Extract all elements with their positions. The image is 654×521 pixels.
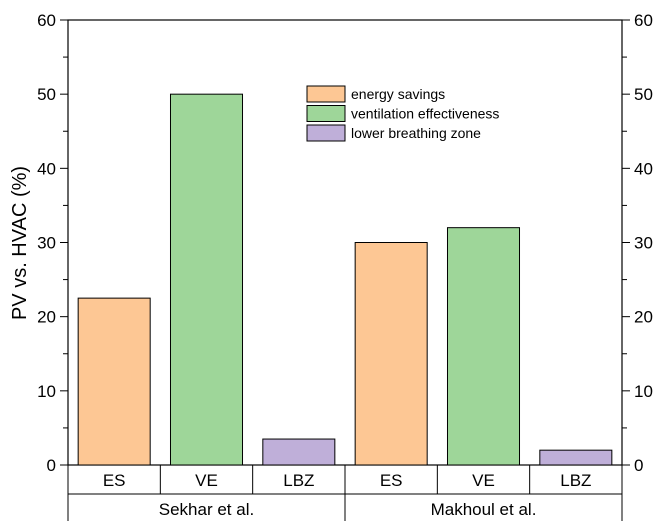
y-tick-label-right: 0 — [634, 456, 643, 475]
y-tick-label: 60 — [37, 11, 56, 30]
category-table: ES VE LBZ ES VE LBZ Sekhar et al. Makhoul et al… — [67, 465, 623, 521]
legend-label: energy savings — [351, 86, 445, 102]
category-label: LBZ — [560, 471, 591, 490]
y-tick-label: 20 — [37, 308, 56, 327]
legend: energy savings ventilation effectiveness l… — [306, 85, 499, 142]
legend-label: lower breathing zone — [351, 125, 481, 141]
bars — [77, 93, 613, 466]
y-tick-label: 30 — [37, 234, 56, 253]
group-label: Makhoul et al. — [431, 500, 537, 519]
y-tick-label: 50 — [37, 85, 56, 104]
y-tick-label: 10 — [37, 382, 56, 401]
category-label: ES — [103, 471, 126, 490]
category-label: VE — [472, 471, 495, 490]
y-tick-label-right: 30 — [634, 234, 653, 253]
y-tick-label-right: 50 — [634, 85, 653, 104]
bar-es — [77, 297, 151, 466]
y-axis-left: 0 10 20 30 40 50 60 — [37, 11, 68, 475]
category-label: VE — [195, 471, 218, 490]
group-label: Sekhar et al. — [159, 500, 254, 519]
y-tick-label-right: 60 — [634, 11, 653, 30]
bar-ve — [169, 93, 244, 466]
bar-ve — [446, 227, 521, 466]
legend-swatch — [306, 105, 346, 122]
bar-lbz — [262, 438, 336, 466]
bar-es — [354, 242, 428, 466]
y-tick-label: 0 — [47, 456, 56, 475]
y-axis-title: PV vs. HVAC (%) — [9, 166, 31, 320]
legend-swatch — [306, 85, 346, 103]
bar-lbz — [539, 449, 613, 466]
y-tick-label: 40 — [37, 159, 56, 178]
legend-swatch — [306, 124, 346, 142]
y-tick-label-right: 20 — [634, 308, 653, 327]
y-axis-right: 0 10 20 30 40 50 60 — [622, 11, 653, 475]
category-label: LBZ — [283, 471, 314, 490]
y-tick-label-right: 10 — [634, 382, 653, 401]
category-label: ES — [380, 471, 403, 490]
y-tick-label-right: 40 — [634, 159, 653, 178]
legend-label: ventilation effectiveness — [351, 106, 499, 122]
